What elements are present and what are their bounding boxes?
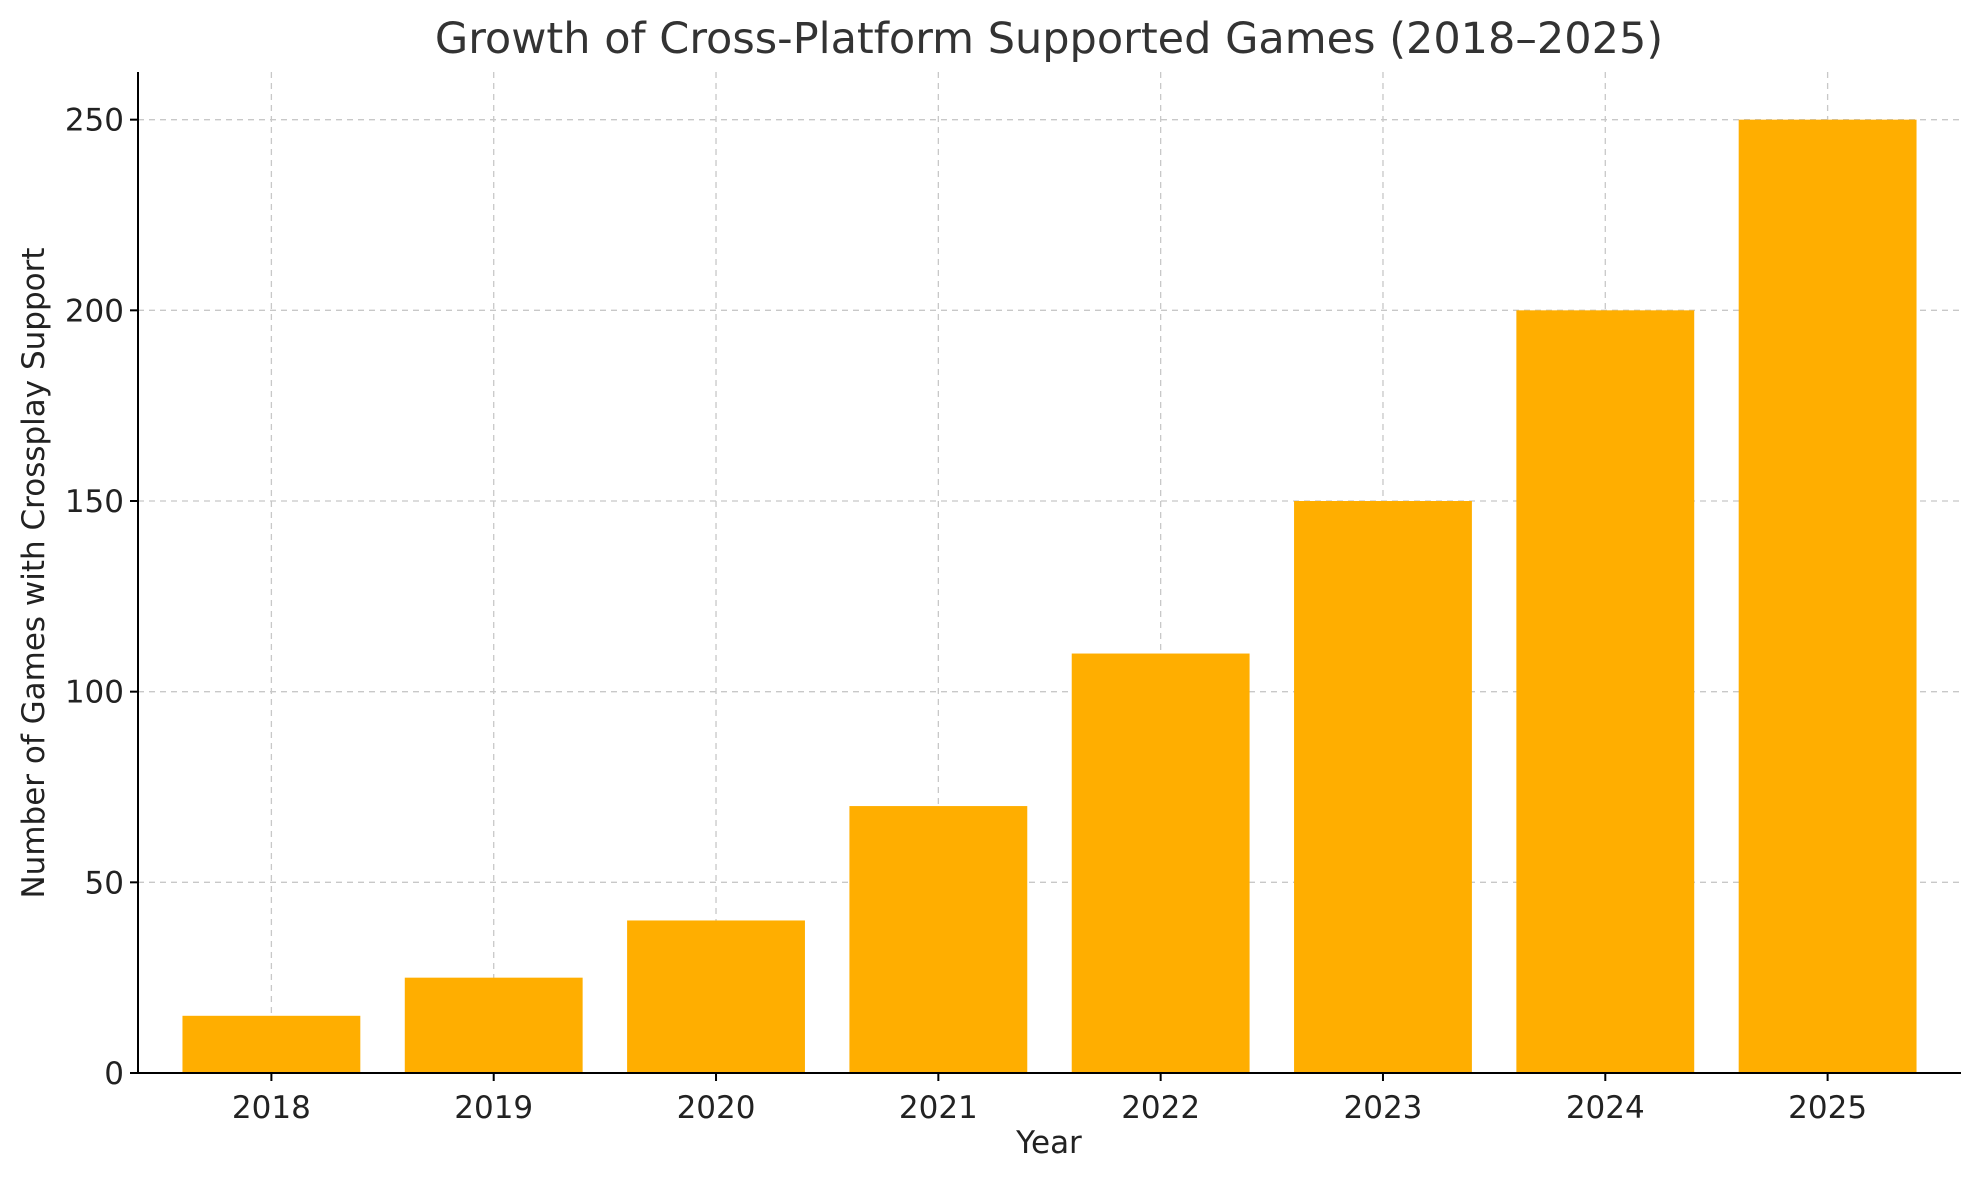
ticks-layer: 0 50 100 150 200 250 2018 2019 2020 2021 2022 2023 2… xyxy=(65,103,1867,1126)
bar-2022 xyxy=(1071,653,1250,1073)
x-tick-label: 2022 xyxy=(1121,1090,1200,1126)
y-tick-label: 50 xyxy=(85,865,124,901)
x-tick-label: 2024 xyxy=(1566,1090,1645,1126)
x-axis-label: Year xyxy=(1015,1125,1082,1161)
y-tick-label: 150 xyxy=(65,484,124,520)
bar-2024 xyxy=(1516,310,1695,1073)
x-tick-label: 2019 xyxy=(454,1090,533,1126)
bar-2025 xyxy=(1738,119,1917,1073)
x-tick-label: 2023 xyxy=(1344,1090,1423,1126)
x-tick-label: 2025 xyxy=(1788,1090,1867,1126)
y-tick-label: 250 xyxy=(65,103,124,139)
x-tick-label: 2020 xyxy=(677,1090,756,1126)
bar-2019 xyxy=(404,977,583,1073)
y-tick-label: 100 xyxy=(65,675,124,711)
x-tick-label: 2018 xyxy=(232,1090,311,1126)
bars-layer xyxy=(182,119,1917,1073)
y-tick-label: 0 xyxy=(104,1056,124,1092)
bar-2021 xyxy=(849,806,1028,1073)
x-tick-label: 2021 xyxy=(899,1090,978,1126)
bar-2018 xyxy=(182,1015,361,1073)
y-tick-label: 200 xyxy=(65,293,124,329)
bar-2020 xyxy=(627,920,805,1073)
axes-layer xyxy=(137,72,1961,1074)
chart-title: Growth of Cross-Platform Supported Games… xyxy=(435,14,1663,64)
bar-2023 xyxy=(1294,501,1472,1073)
y-axis-label: Number of Games with Crossplay Support xyxy=(16,247,52,898)
